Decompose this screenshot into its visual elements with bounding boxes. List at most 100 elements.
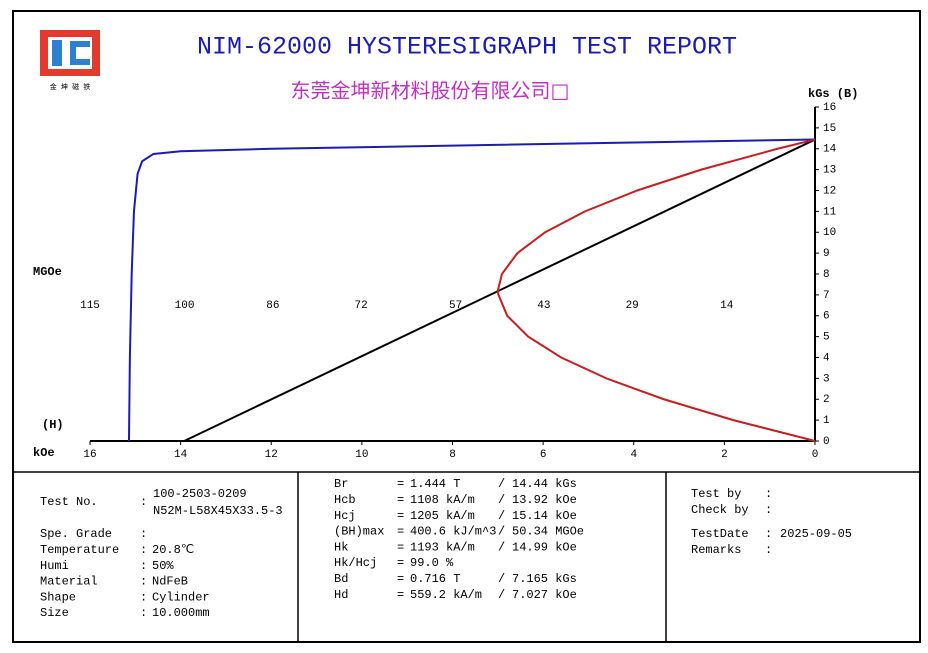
param-name: Hcb: [334, 493, 356, 507]
separator: :: [765, 543, 772, 557]
y-tick-label: 0: [823, 436, 830, 448]
separator: /: [498, 525, 505, 539]
separator: /: [498, 588, 505, 602]
y-tick-label: 9: [823, 248, 830, 260]
si-value: 1108 kA/m: [410, 493, 475, 507]
cgs-value: 14.44 kGs: [512, 477, 577, 491]
x2-tick-label: 86: [266, 300, 279, 312]
y-tick-label: 13: [823, 165, 836, 177]
separator: :: [140, 590, 147, 604]
separator: /: [498, 509, 505, 523]
report-table: [13, 471, 920, 642]
x2-tick-label: 29: [626, 300, 639, 312]
y-tick-label: 10: [823, 227, 836, 239]
separator: =: [397, 540, 404, 554]
value: 20.8℃: [152, 543, 194, 557]
separator: =: [397, 556, 404, 570]
y-tick-label: 8: [823, 269, 830, 281]
x2-tick-label: 115: [80, 300, 100, 312]
x2-axis-label: MGOe: [33, 265, 62, 279]
separator: :: [140, 527, 147, 541]
x-tick-label: 12: [265, 449, 278, 461]
separator: :: [140, 606, 147, 620]
separator: :: [140, 543, 147, 557]
param-name: Hd: [334, 588, 348, 602]
si-value: 559.2 kA/m: [410, 588, 482, 602]
x-tick-label: 2: [721, 449, 728, 461]
x-axis-symbol: (H): [42, 418, 64, 432]
cgs-value: 15.14 kOe: [512, 509, 577, 523]
separator: :: [140, 559, 147, 573]
separator: /: [498, 540, 505, 554]
value: NdFeB: [152, 575, 188, 589]
label: Spe. Grade: [40, 527, 112, 541]
x-tick-label: 14: [174, 449, 188, 461]
cgs-value: 7.027 kOe: [512, 588, 577, 602]
label: Material: [40, 575, 98, 589]
si-value: 1193 kA/m: [410, 540, 475, 554]
y-tick-label: 2: [823, 394, 830, 406]
logo: [40, 30, 100, 76]
si-value: 1205 kA/m: [410, 509, 475, 523]
param-name: Bd: [334, 572, 348, 586]
x-axis-label: kOe: [33, 446, 55, 460]
label: Humi: [40, 559, 69, 573]
separator: :: [140, 575, 147, 589]
y-tick-label: 3: [823, 373, 830, 385]
x-tick-label: 10: [355, 449, 368, 461]
label: Test No.: [40, 495, 98, 509]
y-tick-label: 14: [823, 144, 837, 156]
x2-tick-label: 72: [354, 300, 367, 312]
separator: =: [397, 525, 404, 539]
cgs-value: 7.165 kGs: [512, 572, 577, 586]
separator: /: [498, 572, 505, 586]
curve: [127, 138, 816, 442]
label: TestDate: [691, 527, 749, 541]
separator: :: [765, 487, 772, 501]
y-tick-label: 11: [823, 206, 837, 218]
separator: /: [498, 493, 505, 507]
y-tick-label: 12: [823, 185, 836, 197]
separator: :: [765, 503, 772, 517]
label: Shape: [40, 590, 76, 604]
y-tick-label: 1: [823, 415, 830, 427]
y-tick-label: 4: [823, 352, 830, 364]
company-name: 东莞金坤新材料股份有限公司□: [291, 79, 570, 103]
param-name: Hk/Hcj: [334, 556, 377, 570]
x-tick-label: 16: [83, 449, 96, 461]
separator: :: [765, 527, 772, 541]
param-name: Br: [334, 477, 348, 491]
label: Size: [40, 606, 69, 620]
page-border: [12, 10, 921, 643]
separator: =: [397, 477, 404, 491]
label: Test by: [691, 487, 741, 501]
y-tick-label: 15: [823, 123, 836, 135]
value: N52M-L58X45X33.5-3: [153, 504, 283, 518]
si-value: 99.0 %: [410, 556, 454, 570]
logo-caption: 金 坤 磁 铁: [50, 82, 91, 92]
separator: =: [397, 588, 404, 602]
cgs-value: 14.99 kOe: [512, 540, 577, 554]
x-tick-label: 0: [812, 449, 819, 461]
x2-tick-label: 14: [720, 300, 734, 312]
value: 50%: [152, 559, 174, 573]
value: Cylinder: [152, 590, 210, 604]
separator: =: [397, 493, 404, 507]
separator: /: [498, 477, 505, 491]
cgs-value: 13.92 kOe: [512, 493, 577, 507]
label: Remarks: [691, 543, 741, 557]
y-tick-label: 7: [823, 290, 830, 302]
si-value: 1.444 T: [410, 477, 460, 491]
param-name: Hk: [334, 540, 348, 554]
value: 2025-09-05: [780, 527, 852, 541]
value: 100-2503-0209: [153, 487, 247, 501]
curve: [183, 138, 816, 442]
label: Temperature: [40, 543, 119, 557]
curve: [496, 138, 816, 442]
separator: =: [397, 572, 404, 586]
x-tick-label: 6: [540, 449, 547, 461]
x2-tick-label: 43: [537, 300, 550, 312]
cgs-value: 50.34 MGOe: [512, 525, 584, 539]
value: 10.000mm: [152, 606, 210, 620]
